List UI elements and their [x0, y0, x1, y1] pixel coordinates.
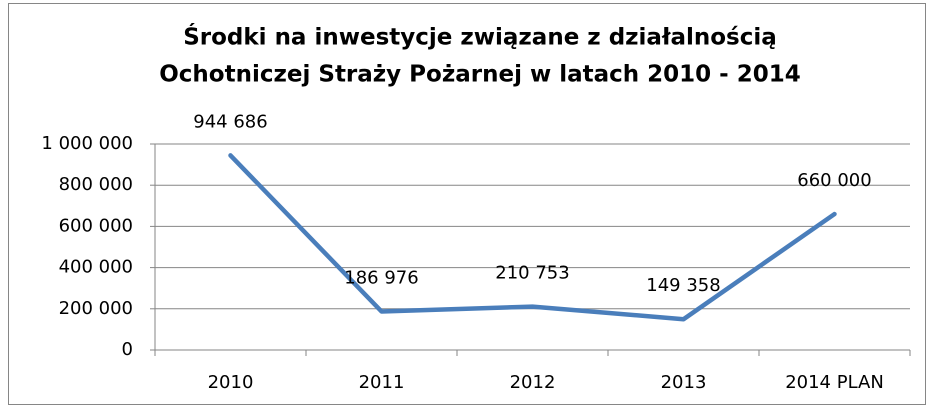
data-label: 944 686 — [193, 111, 267, 132]
x-tick-label: 2012 — [510, 372, 556, 393]
y-tick-label: 200 000 — [59, 298, 133, 319]
y-tick-label: 0 — [122, 339, 133, 360]
y-tick-label: 600 000 — [59, 215, 133, 236]
data-line — [228, 153, 837, 322]
y-tick-label: 800 000 — [59, 174, 133, 195]
x-tick-label: 2014 PLAN — [785, 372, 884, 393]
x-tick-label: 2011 — [359, 372, 405, 393]
y-tick-label: 400 000 — [59, 257, 133, 278]
chart-border — [8, 3, 926, 405]
chart-title: Środki na inwestycje związane z działaln… — [183, 23, 777, 51]
data-label: 149 358 — [646, 275, 720, 296]
data-label: 186 976 — [344, 267, 418, 288]
data-label: 660 000 — [797, 170, 871, 191]
x-tick-label: 2010 — [208, 372, 254, 393]
x-tick-label: 2013 — [661, 372, 707, 393]
chart-title: Ochotniczej Straży Pożarnej w latach 201… — [159, 62, 800, 88]
y-tick-label: 1 000 000 — [41, 133, 133, 154]
data-label: 210 753 — [495, 263, 569, 284]
